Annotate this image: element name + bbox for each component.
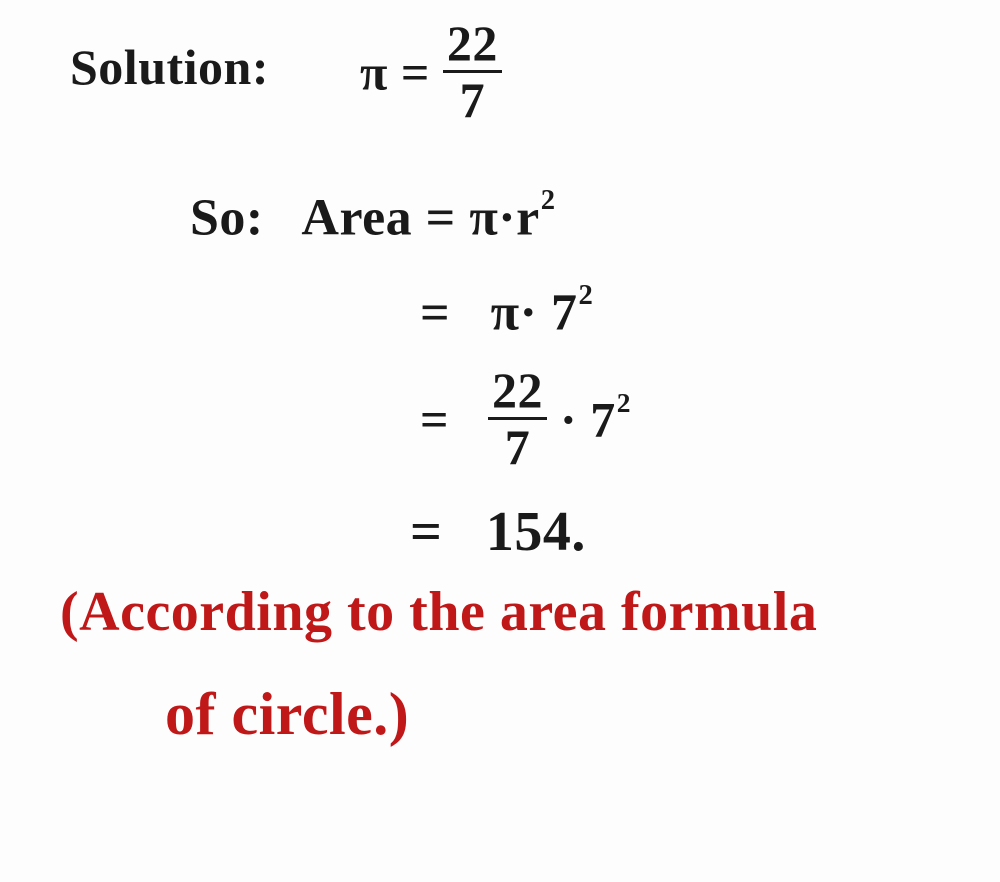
- result-line: = 154.: [410, 500, 586, 564]
- substitution-line-2: = 22 7 · 72: [420, 365, 631, 472]
- pi-symbol: π: [360, 45, 388, 101]
- annotation-line-2: of circle.): [165, 680, 409, 749]
- text-area: Area: [301, 190, 412, 247]
- handwritten-solution-page: Solution: π = 22 7 So: Area = π·r2 = π· …: [0, 0, 1000, 882]
- fraction-22-7: 22 7: [488, 365, 547, 472]
- annotation-rest: to the area formula: [333, 581, 818, 643]
- fraction-22-7: 22 7: [443, 18, 502, 125]
- label-solution: Solution:: [70, 38, 269, 96]
- fraction-numerator: 22: [443, 18, 502, 73]
- equals-sign: =: [401, 45, 430, 101]
- equals-sign: =: [410, 501, 442, 563]
- area-formula-line: So: Area = π·r2: [190, 185, 556, 248]
- pi-definition: π = 22 7: [360, 18, 502, 125]
- pi-times-7: π· 7: [491, 285, 578, 342]
- result-value: 154.: [486, 501, 586, 563]
- text-solution: Solution:: [70, 39, 269, 95]
- text-so: So:: [190, 190, 264, 247]
- annotation-open: (According: [60, 581, 333, 643]
- exponent-2: 2: [541, 185, 556, 216]
- annotation-text: of circle.): [165, 681, 409, 747]
- exponent-2: 2: [578, 280, 593, 311]
- equals-sign: =: [420, 285, 450, 342]
- seven: 7: [590, 392, 616, 448]
- dot-operator: ·: [560, 392, 577, 448]
- equals-sign: =: [426, 190, 456, 247]
- substitution-line-1: = π· 72: [420, 280, 593, 343]
- equals-sign: =: [420, 392, 449, 448]
- exponent-2: 2: [617, 387, 631, 418]
- annotation-line-1: (According to the area formula: [60, 580, 817, 644]
- fraction-denominator: 7: [443, 73, 502, 125]
- fraction-denominator: 7: [488, 420, 547, 472]
- fraction-numerator: 22: [488, 365, 547, 420]
- pi-r: π·r: [469, 190, 539, 247]
